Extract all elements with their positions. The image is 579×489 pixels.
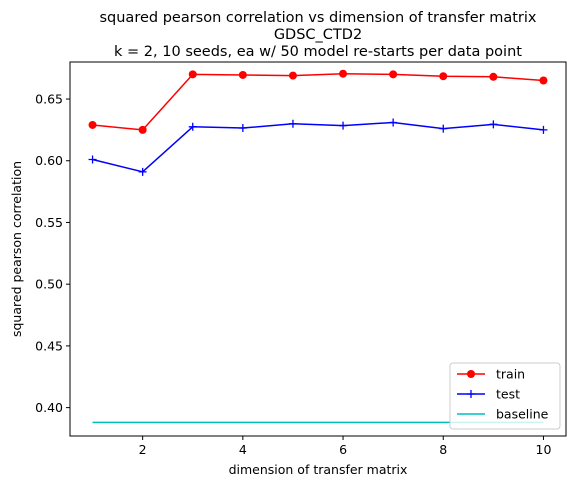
legend: train test baseline xyxy=(450,363,560,429)
data-point-train xyxy=(489,73,497,81)
chart-subtitle-params: k = 2, 10 seeds, ea w/ 50 model re-start… xyxy=(114,44,522,60)
data-point-train xyxy=(139,126,147,134)
series-line-train xyxy=(93,74,544,130)
x-axis-label: dimension of transfer matrix xyxy=(229,462,408,477)
legend-label-test: test xyxy=(496,387,520,402)
x-tick-label: 2 xyxy=(139,442,147,457)
data-point-train xyxy=(439,72,447,80)
chart-subtitle-dataset: GDSC_CTD2 xyxy=(274,27,362,43)
data-point-train xyxy=(239,71,247,79)
legend-label-baseline: baseline xyxy=(496,407,549,422)
y-tick-label: 0.65 xyxy=(35,92,63,107)
data-point-test xyxy=(389,118,397,126)
x-tick-label: 4 xyxy=(239,442,247,457)
legend-label-train: train xyxy=(496,367,525,382)
y-tick-label: 0.60 xyxy=(35,153,63,168)
x-tick-label: 6 xyxy=(339,442,347,457)
x-tick-label: 10 xyxy=(536,442,552,457)
data-point-train xyxy=(389,70,397,78)
y-axis: 0.40 0.45 0.50 0.55 0.60 0.65 xyxy=(35,92,70,416)
data-point-test xyxy=(289,120,297,128)
data-point-train xyxy=(539,77,547,85)
y-tick-label: 0.40 xyxy=(35,400,63,415)
data-point-test xyxy=(439,125,447,133)
data-point-train xyxy=(339,70,347,78)
data-point-train xyxy=(189,70,197,78)
data-point-test xyxy=(89,156,97,164)
chart-title: squared pearson correlation vs dimension… xyxy=(99,10,536,60)
series-line-test xyxy=(93,122,544,171)
data-point-test xyxy=(339,122,347,130)
y-tick-label: 0.55 xyxy=(35,215,63,230)
x-axis: 2 4 6 8 10 xyxy=(139,436,552,457)
data-point-train xyxy=(289,72,297,80)
x-tick-label: 8 xyxy=(439,442,447,457)
chart-title-line: squared pearson correlation vs dimension… xyxy=(99,10,536,26)
y-tick-label: 0.45 xyxy=(35,338,63,353)
legend-marker-train xyxy=(467,370,475,378)
data-point-train xyxy=(89,121,97,129)
data-point-test xyxy=(489,120,497,128)
data-point-test xyxy=(239,124,247,132)
y-tick-label: 0.50 xyxy=(35,277,63,292)
y-axis-label: squared pearson correlation xyxy=(9,161,24,337)
data-point-test xyxy=(539,126,547,134)
